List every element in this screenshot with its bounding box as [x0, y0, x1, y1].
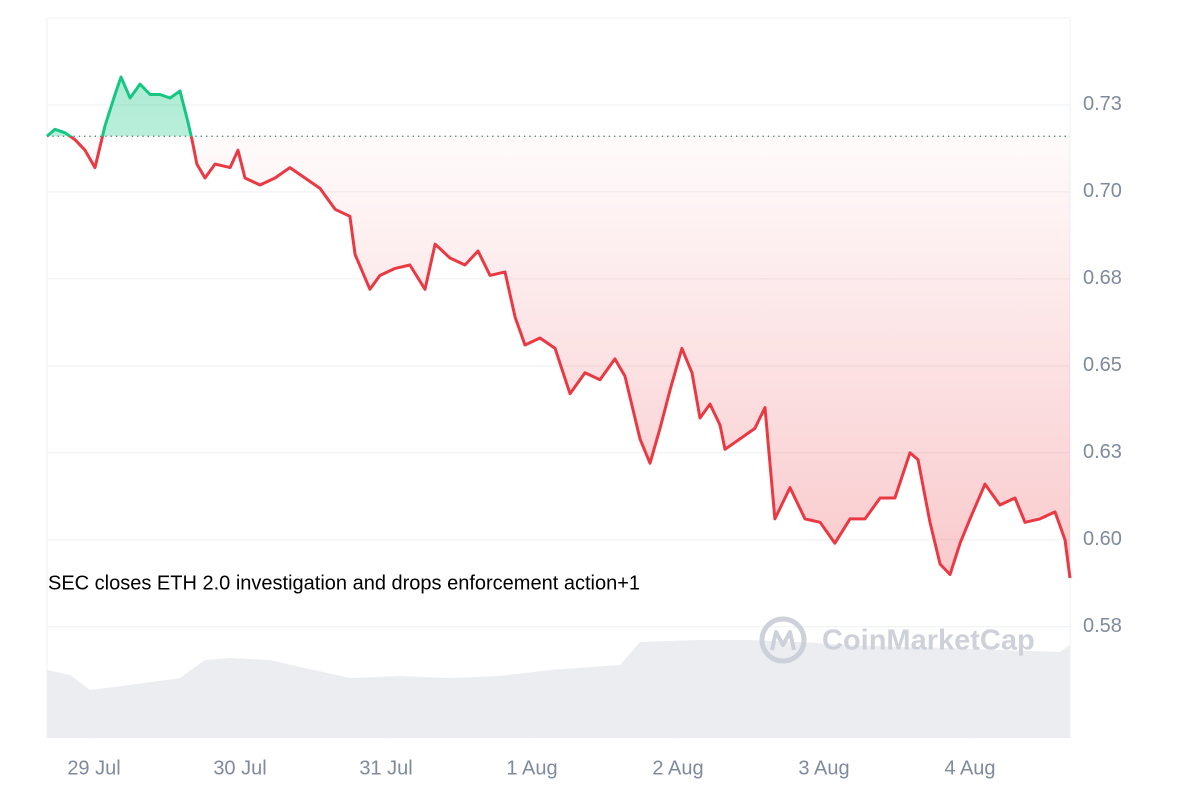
x-tick-label: 30 Jul [213, 757, 266, 779]
watermark-logo-mark [770, 630, 796, 651]
y-tick-label: 0.60 [1083, 528, 1122, 550]
x-tick-label: 1 Aug [506, 757, 557, 779]
x-tick-label: 4 Aug [944, 757, 995, 779]
y-tick-label: 0.58 [1083, 615, 1122, 637]
y-tick-label: 0.73 [1083, 93, 1122, 115]
y-tick-label: 0.63 [1083, 441, 1122, 463]
plot-layer [46, 75, 1072, 579]
y-tick-label: 0.70 [1083, 180, 1122, 202]
volume-area [47, 640, 1070, 738]
price-line [46, 75, 1072, 579]
watermark: CoinMarketCap [759, 616, 1035, 664]
y-tick-label: 0.68 [1083, 267, 1122, 289]
volume-layer [47, 640, 1070, 738]
y-tick-label: 0.65 [1083, 354, 1122, 376]
x-tick-label: 31 Jul [359, 757, 412, 779]
tick-layer: 0.58 0.60 0.63 0.65 0.68 0.70 0.73 29 Jul 30 Jul… [67, 93, 1122, 779]
annotation: SEC closes ETH 2.0 investigation and dro… [48, 572, 640, 594]
watermark-text: CoinMarketCap [822, 625, 1035, 657]
watermark-logo [759, 616, 807, 664]
price-area [47, 77, 1070, 578]
x-tick-label: 2 Aug [652, 757, 703, 779]
x-tick-label: 29 Jul [67, 757, 120, 779]
x-tick-label: 3 Aug [798, 757, 849, 779]
